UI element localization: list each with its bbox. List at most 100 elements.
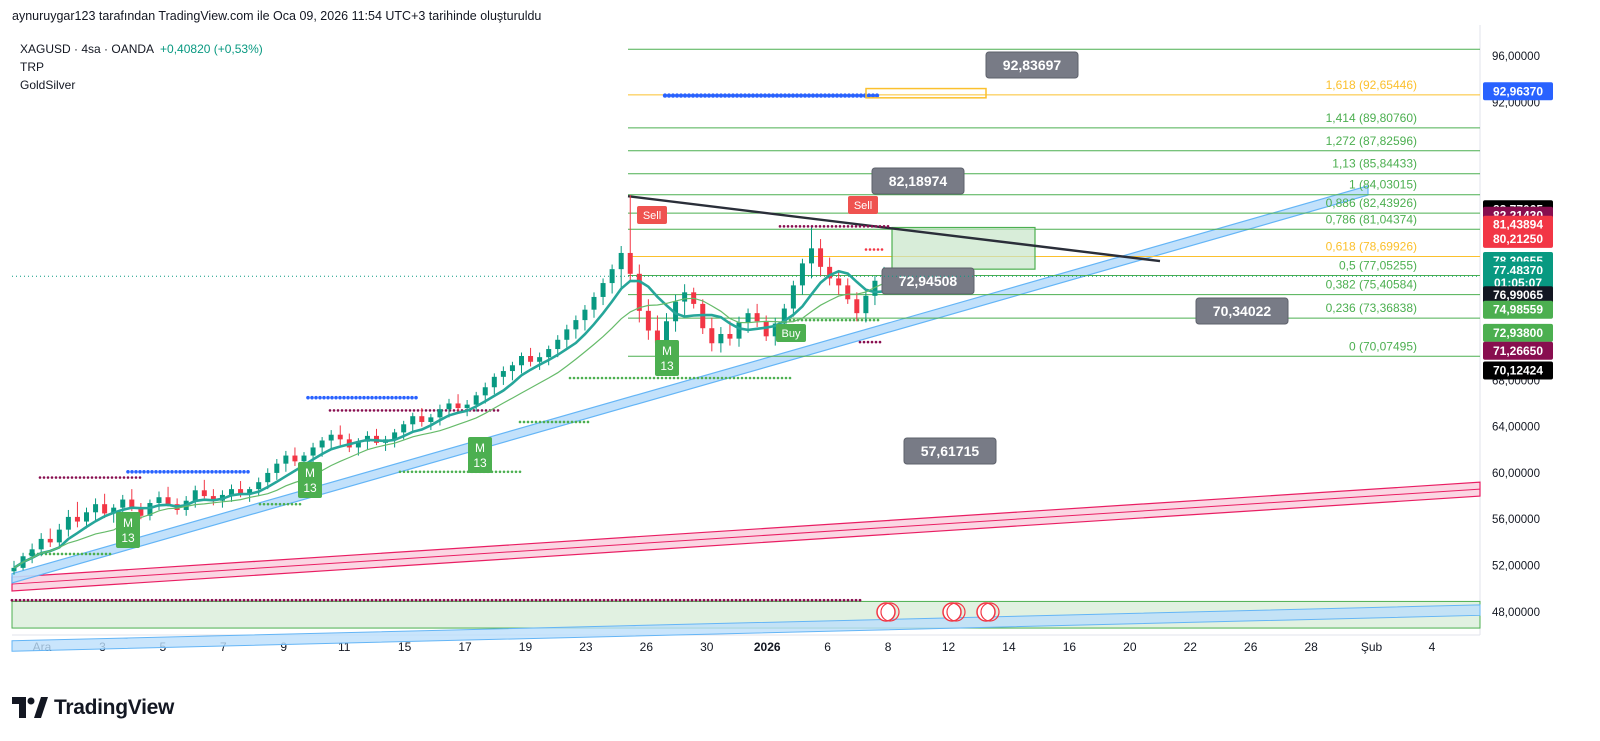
fib-level-label: 0,786 (81,04374) (1326, 212, 1417, 226)
price-chart[interactable]: 96,0000092,0000068,0000064,0000060,00000… (0, 0, 1600, 700)
maroon-dot-level (150, 598, 154, 602)
maroon-dot-level (662, 598, 666, 602)
green-dot-level (748, 376, 752, 380)
blue-dot-level (754, 93, 760, 98)
maroon-dot-level (22, 598, 26, 602)
green-dot-level (648, 376, 652, 380)
blue-dot-level (762, 93, 768, 98)
m13-marker-text: 13 (303, 481, 317, 495)
legend-indicator-trp[interactable]: TRP (20, 60, 44, 74)
green-dot-level (624, 376, 628, 380)
candle-body (56, 529, 62, 543)
green-dot-level (840, 318, 844, 322)
candle-body (165, 497, 171, 505)
maroon-dot-level (522, 598, 526, 602)
blue-dot-level (390, 395, 394, 400)
maroon-dot-level (586, 598, 590, 602)
green-dot-level (294, 502, 298, 506)
maroon-dot-level (348, 409, 352, 412)
maroon-dot-level (446, 598, 450, 602)
green-dot-level (760, 376, 764, 380)
green-dot-level (672, 376, 676, 380)
green-dot-level (616, 376, 620, 380)
y-tick-label: 64,00000 (1492, 422, 1540, 434)
maroon-dot-level (94, 598, 98, 602)
us-event-icon (942, 602, 962, 622)
maroon-dot-level (62, 476, 66, 479)
green-dot-level (644, 376, 648, 380)
blue-dot-level (166, 469, 170, 474)
maroon-dot-level (54, 598, 58, 602)
maroon-dot-level (70, 598, 74, 602)
signal-label-text: Sell (854, 200, 872, 212)
blue-dot-level (690, 93, 696, 98)
blue-dot-level (826, 93, 832, 98)
maroon-dot-level (94, 476, 98, 479)
maroon-dot-level (602, 598, 606, 602)
fib-level-label: 1,13 (85,84433) (1332, 157, 1417, 171)
maroon-dot-level (838, 598, 842, 602)
maroon-dot-level (870, 225, 874, 228)
signal-label-text: Buy (782, 328, 801, 340)
green-dot-level (92, 552, 96, 556)
maroon-dot-level (802, 225, 806, 228)
tradingview-logo[interactable]: TradingView (12, 696, 174, 720)
maroon-dot-level (234, 598, 238, 602)
maroon-dot-level (404, 409, 408, 412)
maroon-dot-level (254, 598, 258, 602)
blue-dot-level (774, 93, 780, 98)
maroon-dot-level (798, 225, 802, 228)
blue-dot-level (362, 395, 366, 400)
green-dot-level (608, 376, 612, 380)
green-dot-level (398, 470, 402, 474)
maroon-dot-level (718, 598, 722, 602)
blue-dot-level (706, 93, 712, 98)
green-dot-level (712, 376, 716, 380)
blue-dot-level (682, 93, 688, 98)
green-dot-level (262, 502, 266, 506)
blue-dot-level (142, 469, 146, 474)
fib-level-label: 0 (70,07495) (1349, 339, 1417, 353)
maroon-dot-level (714, 598, 718, 602)
blue-dot-level (306, 395, 310, 400)
candle-body (310, 447, 316, 456)
maroon-dot-level (598, 598, 602, 602)
maroon-dot-level (258, 598, 262, 602)
maroon-dot-level (746, 598, 750, 602)
green-dot-level (514, 470, 518, 474)
green-dot-level (592, 376, 596, 380)
maroon-dot-level (336, 409, 340, 412)
green-dot-level (800, 318, 804, 322)
blue-dot-level (722, 93, 728, 98)
maroon-dot-level (282, 598, 286, 602)
blue-dot-level (782, 93, 788, 98)
maroon-dot-level (54, 476, 58, 479)
blue-dot-level (846, 93, 852, 98)
maroon-dot-level (458, 598, 462, 602)
green-dot-level (566, 420, 570, 424)
maroon-dot-level (842, 598, 846, 602)
maroon-dot-level (362, 598, 366, 602)
green-dot-level (632, 376, 636, 380)
x-tick-label: 15 (398, 640, 412, 654)
signal-label (637, 206, 667, 224)
maroon-dot-level (202, 598, 206, 602)
maroon-dot-level (858, 598, 862, 602)
candle-body (102, 504, 108, 514)
maroon-dot-level (558, 598, 562, 602)
price-callout-text: 92,83697 (1003, 57, 1062, 73)
green-dot-level (454, 470, 458, 474)
green-dot-level (298, 502, 302, 506)
legend-symbol[interactable]: XAGUSD · 4sa · OANDA (20, 42, 155, 56)
green-dot-level (570, 420, 574, 424)
maroon-dot-level (566, 598, 570, 602)
maroon-dot-level (322, 598, 326, 602)
blue-dot-level (746, 93, 752, 98)
m13-marker-text: M (662, 344, 672, 358)
legend-indicator-goldsilver[interactable]: GoldSilver (20, 78, 76, 92)
blue-dot-level (374, 395, 378, 400)
legend-symbol-row[interactable]: XAGUSD · 4sa · OANDA +0,40820 (+0,53%) (20, 40, 263, 58)
maroon-dot-level (858, 225, 862, 228)
green-dot-level (422, 470, 426, 474)
blue-dot-level (346, 395, 350, 400)
